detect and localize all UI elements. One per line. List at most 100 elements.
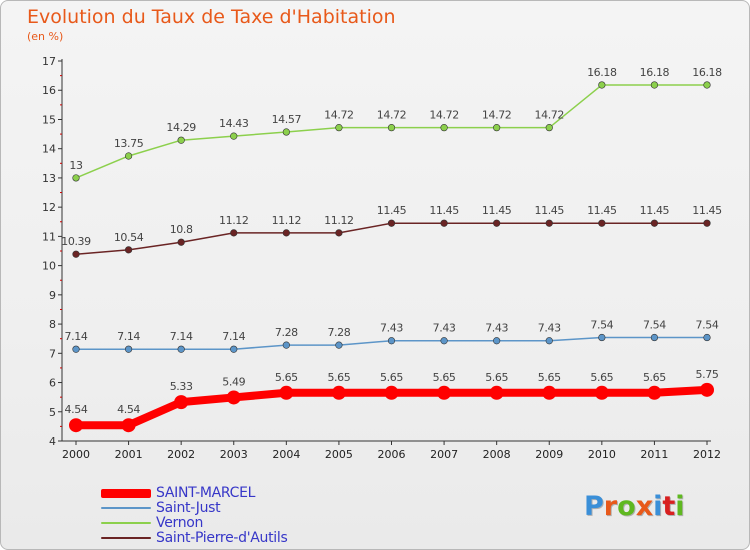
data-point-saint-pierre-d-autils: [650, 219, 659, 227]
data-label-saint-pierre-d-autils: 11.45: [377, 204, 407, 217]
y-tick-label: 5: [49, 406, 56, 419]
x-tick-label: 2000: [62, 448, 90, 461]
data-label-saint-marcel: 5.33: [170, 380, 193, 393]
data-point-saint-pierre-d-autils: [124, 246, 133, 254]
data-point-saint-marcel: [594, 385, 609, 400]
data-label-vernon: 14.29: [166, 121, 196, 134]
data-point-saint-just: [703, 333, 711, 342]
data-label-saint-pierre-d-autils: 10.8: [170, 223, 193, 236]
data-label-saint-marcel: 5.65: [485, 371, 508, 384]
data-point-vernon: [545, 124, 553, 132]
y-tick-label: 8: [49, 318, 56, 331]
y-tick-label: 15: [42, 113, 56, 126]
data-point-saint-just: [650, 333, 659, 342]
data-label-saint-just: 7.54: [696, 319, 719, 332]
data-label-vernon: 16.18: [640, 66, 670, 79]
data-point-saint-pierre-d-autils: [703, 219, 711, 227]
data-label-saint-marcel: 5.65: [327, 371, 350, 384]
data-label-vernon: 14.72: [377, 109, 407, 122]
data-label-saint-pierre-d-autils: 11.45: [640, 204, 670, 217]
data-label-vernon: 14.72: [535, 109, 565, 122]
data-label-saint-just: 7.43: [485, 322, 508, 335]
proxiti-logo: Proxiti: [584, 491, 685, 522]
data-label-vernon: 13.75: [114, 137, 144, 150]
x-tick-label: 2002: [167, 448, 195, 461]
data-label-saint-just: 7.14: [222, 330, 245, 343]
legend-swatch-vernon: [101, 522, 151, 524]
data-point-vernon: [493, 124, 501, 132]
data-label-vernon: 16.18: [692, 66, 722, 79]
data-point-saint-just: [440, 337, 448, 345]
data-label-vernon: 16.18: [587, 66, 617, 79]
data-label-saint-pierre-d-autils: 11.12: [324, 214, 354, 227]
data-point-saint-just: [387, 337, 396, 345]
data-point-saint-marcel: [226, 390, 241, 405]
data-label-saint-marcel: 4.54: [65, 403, 88, 416]
data-label-saint-just: 7.14: [170, 330, 193, 343]
data-point-saint-marcel: [384, 385, 399, 400]
data-point-saint-just: [124, 345, 133, 353]
data-label-saint-pierre-d-autils: 11.12: [272, 214, 302, 227]
y-tick-label: 7: [49, 347, 56, 360]
legend-swatch-saint-just: [101, 507, 151, 509]
data-label-saint-pierre-d-autils: 11.45: [535, 204, 565, 217]
data-label-saint-just: 7.14: [65, 330, 88, 343]
data-point-saint-marcel: [542, 385, 557, 400]
x-tick-label: 2012: [693, 448, 721, 461]
data-point-vernon: [230, 132, 238, 140]
x-tick-label: 2007: [430, 448, 458, 461]
x-tick-label: 2006: [378, 448, 406, 461]
data-point-saint-marcel: [121, 418, 136, 433]
x-tick-label: 2001: [115, 448, 143, 461]
data-point-saint-marcel: [647, 385, 662, 400]
x-tick-label: 2009: [535, 448, 563, 461]
chart-title: Evolution du Taux de Taxe d'Habitation: [27, 6, 396, 28]
y-tick-label: 4: [49, 435, 56, 448]
data-point-saint-pierre-d-autils: [493, 219, 501, 227]
legend-label-vernon: Vernon: [156, 515, 204, 531]
y-tick-label: 12: [42, 201, 56, 214]
data-label-saint-pierre-d-autils: 11.12: [219, 214, 249, 227]
data-label-saint-pierre-d-autils: 11.45: [587, 204, 617, 217]
y-tick-label: 11: [42, 230, 56, 243]
data-point-saint-just: [282, 341, 290, 349]
data-point-saint-pierre-d-autils: [440, 219, 448, 227]
data-label-saint-pierre-d-autils: 10.39: [61, 235, 91, 248]
data-label-vernon: 14.43: [219, 117, 249, 130]
data-point-saint-just: [177, 345, 185, 353]
legend-label-saint-just: Saint-Just: [156, 500, 221, 516]
data-label-saint-just: 7.43: [433, 322, 456, 335]
data-label-vernon: 14.72: [429, 109, 459, 122]
data-label-saint-marcel: 5.49: [222, 375, 245, 388]
x-tick-label: 2010: [588, 448, 616, 461]
data-label-saint-marcel: 5.75: [696, 368, 719, 381]
data-label-saint-just: 7.54: [590, 319, 613, 332]
data-point-saint-just: [493, 337, 501, 345]
data-point-saint-pierre-d-autils: [335, 229, 343, 237]
data-point-saint-pierre-d-autils: [177, 238, 185, 246]
data-point-vernon: [650, 81, 659, 89]
data-point-saint-marcel: [437, 385, 452, 400]
data-label-saint-marcel: 5.65: [643, 371, 666, 384]
data-point-vernon: [282, 128, 290, 136]
data-label-saint-marcel: 5.65: [275, 371, 298, 384]
data-point-saint-marcel: [69, 418, 83, 433]
data-label-saint-just: 7.43: [380, 322, 403, 335]
data-label-saint-just: 7.28: [275, 326, 298, 339]
data-point-vernon: [387, 124, 396, 132]
data-label-vernon: 14.72: [482, 109, 512, 122]
data-label-saint-marcel: 5.65: [380, 371, 403, 384]
x-tick-label: 2008: [483, 448, 511, 461]
y-tick-label: 16: [42, 84, 56, 97]
data-label-saint-marcel: 5.65: [538, 371, 561, 384]
x-tick-label: 2005: [325, 448, 353, 461]
y-tick-label: 6: [49, 377, 56, 390]
data-label-saint-just: 7.54: [643, 319, 666, 332]
data-label-saint-marcel: 5.65: [433, 371, 456, 384]
y-tick-label: 17: [42, 55, 56, 68]
data-label-saint-marcel: 4.54: [117, 403, 140, 416]
data-label-saint-pierre-d-autils: 11.45: [429, 204, 459, 217]
data-point-saint-pierre-d-autils: [598, 219, 606, 227]
data-point-saint-marcel: [174, 395, 189, 410]
